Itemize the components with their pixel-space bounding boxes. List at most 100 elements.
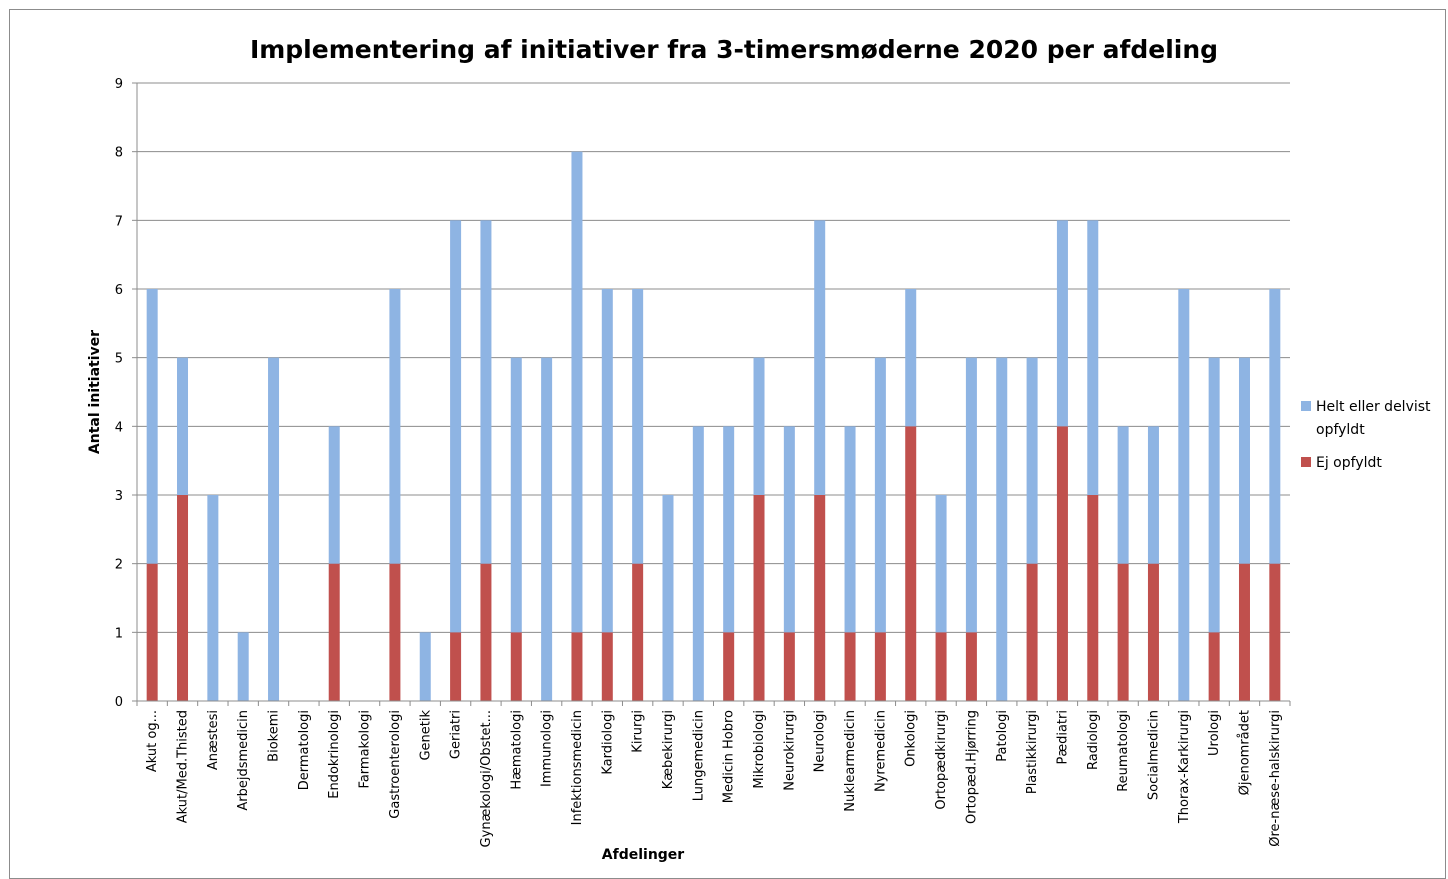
x-tick-label: Biokemi bbox=[267, 710, 282, 762]
bar-segment-helt-eller-delvist bbox=[601, 289, 613, 633]
bar-segment-helt-eller-delvist bbox=[571, 151, 583, 633]
bar-segment-ej-opfyldt bbox=[814, 495, 826, 701]
bar-segment-ej-opfyldt bbox=[723, 632, 735, 701]
bar-segment-helt-eller-delvist bbox=[389, 289, 401, 564]
bar-segment-helt-eller-delvist bbox=[1178, 289, 1190, 701]
y-tick-label: 5 bbox=[115, 352, 123, 367]
x-tick-label: Immunologi bbox=[540, 710, 555, 787]
bar-segment-helt-eller-delvist bbox=[1087, 220, 1099, 496]
bar-segment-ej-opfyldt bbox=[1026, 563, 1038, 701]
bar-segment-ej-opfyldt bbox=[1087, 495, 1099, 701]
bar-segment-helt-eller-delvist bbox=[268, 357, 280, 701]
bar-segment-helt-eller-delvist bbox=[783, 426, 795, 633]
x-tick-label: Neurokirurgi bbox=[782, 710, 797, 791]
x-tick-label: Socialmedicin bbox=[1146, 710, 1161, 800]
bar-segment-helt-eller-delvist bbox=[692, 426, 704, 701]
x-tick-label: Hæmatologi bbox=[509, 710, 524, 790]
x-tick-label: Gastroenterologi bbox=[388, 710, 403, 819]
bar-segment-ej-opfyldt bbox=[1056, 426, 1068, 701]
x-tick-label: Ortopædkirurgi bbox=[934, 710, 949, 810]
bar-segment-ej-opfyldt bbox=[1238, 563, 1250, 701]
bar-segment-helt-eller-delvist bbox=[814, 220, 826, 496]
bar-segment-helt-eller-delvist bbox=[450, 220, 462, 633]
bar-segment-helt-eller-delvist bbox=[541, 357, 553, 701]
bar-segment-helt-eller-delvist bbox=[1238, 357, 1250, 564]
x-tick-label: Infektionsmedicin bbox=[570, 710, 585, 825]
bar-segment-helt-eller-delvist bbox=[207, 495, 219, 701]
bar-segment-helt-eller-delvist bbox=[1117, 426, 1129, 564]
y-tick-label: 7 bbox=[115, 214, 123, 229]
x-tick-label: Nyremedicin bbox=[873, 710, 888, 792]
bar-segment-helt-eller-delvist bbox=[177, 357, 189, 495]
x-tick-label: Arbejdsmedicin bbox=[236, 710, 251, 811]
bar-segment-helt-eller-delvist bbox=[723, 426, 735, 633]
y-tick-label: 6 bbox=[115, 283, 123, 298]
x-tick-label: Kæbekirurgi bbox=[661, 710, 676, 789]
bar-segment-ej-opfyldt bbox=[632, 563, 644, 701]
x-tick-label: Akut/Med.Thisted bbox=[176, 710, 191, 823]
x-tick-label: Dermatologi bbox=[297, 710, 312, 790]
bar-segment-ej-opfyldt bbox=[601, 632, 613, 701]
bar-segment-ej-opfyldt bbox=[571, 632, 583, 701]
x-tick-label: Øre-næse-halskirurgi bbox=[1268, 710, 1283, 847]
legend-swatch bbox=[1301, 457, 1311, 467]
bar-segment-ej-opfyldt bbox=[874, 632, 886, 701]
legend-label: Helt eller delvist bbox=[1316, 399, 1431, 415]
bar-segment-ej-opfyldt bbox=[1147, 563, 1159, 701]
bar-segment-ej-opfyldt bbox=[510, 632, 522, 701]
bar-segment-ej-opfyldt bbox=[753, 495, 765, 701]
bar-segment-ej-opfyldt bbox=[328, 563, 340, 701]
bar-segment-helt-eller-delvist bbox=[328, 426, 340, 564]
x-tick-label: Gynækologi/Obstet... bbox=[479, 710, 494, 847]
bar-segment-helt-eller-delvist bbox=[1208, 357, 1220, 633]
bar-segment-ej-opfyldt bbox=[389, 563, 401, 701]
legend: Helt eller delvist opfyldt Ej opfyldt bbox=[1301, 399, 1431, 471]
x-tick-label: Lungemedicin bbox=[691, 710, 706, 801]
bar-segment-helt-eller-delvist bbox=[480, 220, 492, 564]
x-tick-label: Urologi bbox=[1207, 710, 1222, 756]
y-tick-label: 1 bbox=[115, 626, 123, 641]
bar-segment-helt-eller-delvist bbox=[1269, 289, 1281, 564]
legend-label: opfyldt bbox=[1316, 422, 1365, 438]
bar-segment-ej-opfyldt bbox=[783, 632, 795, 701]
bar-segment-helt-eller-delvist bbox=[965, 357, 977, 633]
y-tick-label: 0 bbox=[115, 695, 123, 710]
bar-segment-ej-opfyldt bbox=[146, 563, 158, 701]
x-tick-label: Genetik bbox=[418, 710, 433, 761]
chart-title: Implementering af initiativer fra 3-time… bbox=[250, 35, 1218, 64]
bar-segment-ej-opfyldt bbox=[844, 632, 856, 701]
axes bbox=[136, 83, 1291, 706]
bar-segment-helt-eller-delvist bbox=[662, 495, 674, 701]
y-tick-label: 3 bbox=[115, 489, 123, 504]
x-tick-label: Medicin Hobro bbox=[722, 710, 737, 803]
y-tick-label: 9 bbox=[115, 77, 123, 92]
x-tick-label: Patologi bbox=[995, 710, 1010, 762]
bar-segment-helt-eller-delvist bbox=[874, 357, 886, 633]
bar-segment-helt-eller-delvist bbox=[844, 426, 856, 633]
y-tick-label: 8 bbox=[115, 146, 123, 161]
bar-segment-ej-opfyldt bbox=[480, 563, 492, 701]
x-tick-label: Thorax-Karkirurgi bbox=[1177, 710, 1192, 824]
x-tick-label: Plastikkirurgi bbox=[1025, 710, 1040, 794]
y-tick-label: 2 bbox=[115, 558, 123, 573]
x-tick-label: Onkologi bbox=[904, 710, 919, 767]
bar-segment-ej-opfyldt bbox=[450, 632, 462, 701]
x-tick-label: Pædiatri bbox=[1055, 710, 1070, 765]
bar-segment-helt-eller-delvist bbox=[935, 495, 947, 633]
bar-segment-ej-opfyldt bbox=[935, 632, 947, 701]
bar-segment-ej-opfyldt bbox=[965, 632, 977, 701]
bar-segment-helt-eller-delvist bbox=[146, 289, 158, 564]
bar-segment-ej-opfyldt bbox=[1269, 563, 1281, 701]
x-tick-label: Kirurgi bbox=[631, 710, 646, 753]
y-tick-label: 4 bbox=[115, 420, 123, 435]
bar-segment-helt-eller-delvist bbox=[237, 632, 249, 701]
x-axis-title: Afdelinger bbox=[602, 847, 685, 863]
bars bbox=[146, 151, 1281, 701]
bar-segment-helt-eller-delvist bbox=[996, 357, 1008, 701]
bar-segment-helt-eller-delvist bbox=[753, 357, 765, 495]
y-tick-labels: 0 1 2 3 4 5 6 7 8 9 bbox=[115, 77, 123, 710]
gridlines bbox=[132, 82, 1290, 702]
bar-segment-ej-opfyldt bbox=[1117, 563, 1129, 701]
x-tick-label: Akut og... bbox=[145, 710, 160, 772]
x-tick-label: Nuklearmedicin bbox=[843, 710, 858, 812]
